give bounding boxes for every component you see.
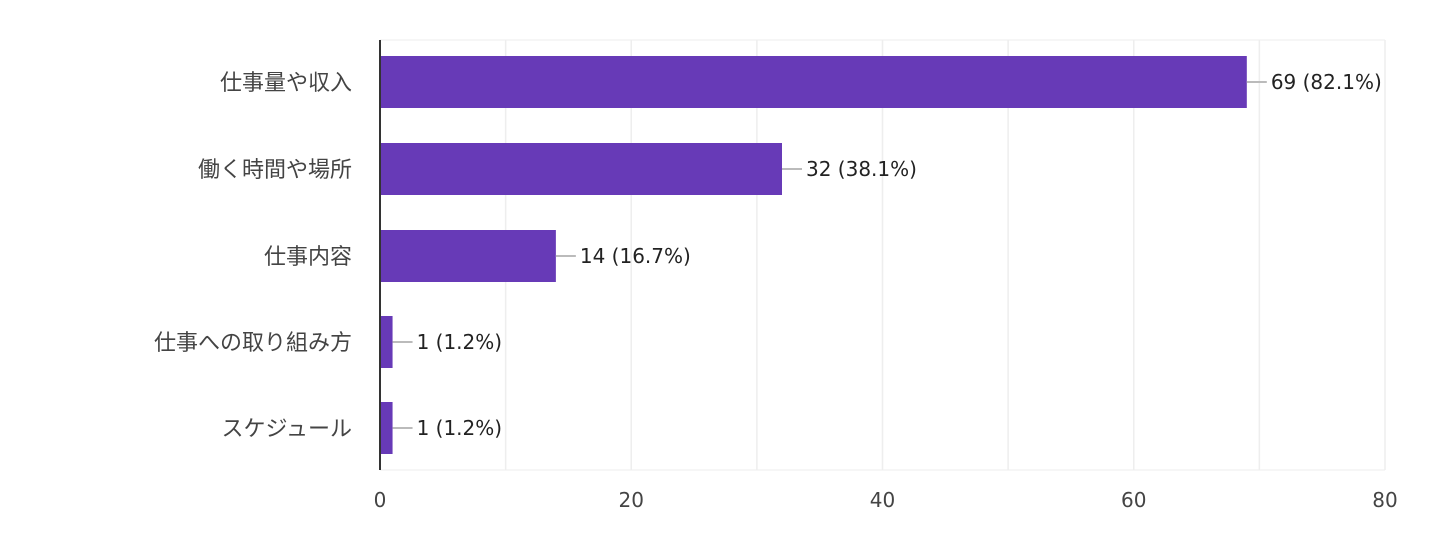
x-tick-label: 0 bbox=[374, 488, 387, 512]
category-label: 仕事内容 bbox=[264, 245, 352, 270]
data-label: 1 (1.2%) bbox=[417, 330, 503, 354]
data-label: 1 (1.2%) bbox=[417, 416, 503, 440]
x-tick-label: 20 bbox=[619, 488, 644, 512]
bar bbox=[380, 143, 782, 195]
bars bbox=[380, 56, 1247, 454]
x-tick-label: 40 bbox=[870, 488, 895, 512]
bar bbox=[380, 230, 556, 282]
x-tick-label: 80 bbox=[1372, 488, 1397, 512]
data-label: 32 (38.1%) bbox=[806, 157, 917, 181]
category-label: 仕事量や収入 bbox=[220, 71, 352, 96]
x-tick-label: 60 bbox=[1121, 488, 1146, 512]
bar bbox=[380, 402, 393, 454]
grid-lines bbox=[380, 39, 1386, 471]
bar bbox=[380, 56, 1247, 108]
data-label: 69 (82.1%) bbox=[1271, 70, 1382, 94]
data-labels: 69 (82.1%) 32 (38.1%) 14 (16.7%) 1 (1.2%) 1 … bbox=[392, 70, 1382, 440]
category-label: スケジュール bbox=[222, 417, 352, 442]
data-label: 14 (16.7%) bbox=[580, 244, 691, 268]
category-label: 仕事への取り組み方 bbox=[154, 331, 352, 356]
x-axis-tick-labels: 0 20 40 60 80 bbox=[374, 488, 1398, 512]
bar bbox=[380, 316, 393, 368]
category-label: 働く時間や場所 bbox=[198, 158, 352, 183]
